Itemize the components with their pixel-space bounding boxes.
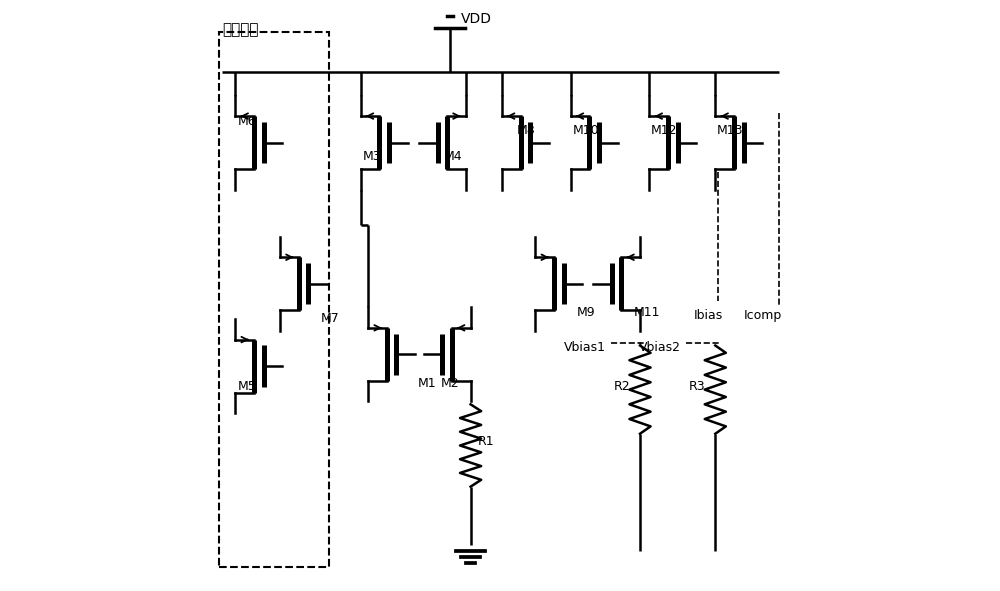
Text: VDD: VDD [461,12,492,26]
Text: M3: M3 [362,150,381,163]
Text: M1: M1 [418,376,437,389]
Text: M13: M13 [717,124,744,137]
Text: Icomp: Icomp [744,309,782,322]
Text: Ibias: Ibias [694,309,723,322]
Text: R1: R1 [478,436,495,449]
Text: M11: M11 [634,306,661,319]
Text: M10: M10 [572,124,599,137]
Text: Vbias2: Vbias2 [639,342,681,355]
Text: M7: M7 [321,312,340,325]
Text: 启动电路: 启动电路 [222,22,258,37]
Text: M8: M8 [516,124,535,137]
Text: R2: R2 [614,379,630,392]
Text: M12: M12 [651,124,678,137]
Text: M6: M6 [238,115,257,128]
Text: M9: M9 [576,306,595,319]
Bar [219,32,329,567]
Text: R3: R3 [689,379,705,392]
Text: M4: M4 [444,150,462,163]
Text: M5: M5 [238,379,257,392]
Text: Vbias1: Vbias1 [564,342,606,355]
Text: M2: M2 [441,376,460,389]
